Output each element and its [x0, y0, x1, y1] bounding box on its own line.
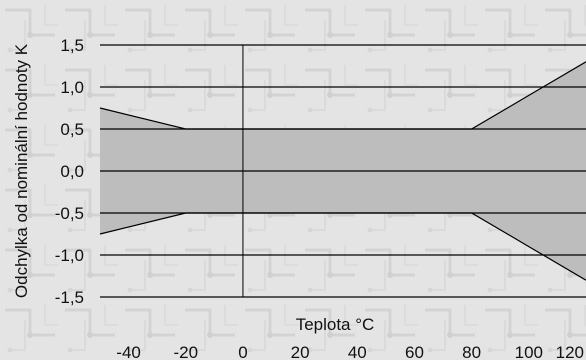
y-tick-label: 0,5: [60, 120, 84, 139]
y-axis-label: Odchylka od nominální hodnoty K: [12, 43, 31, 298]
x-tick-label: 80: [462, 343, 481, 360]
x-tick-label: 0: [238, 343, 247, 360]
y-tick-label: 1,5: [60, 36, 84, 55]
upper-limit-line: [99, 61, 586, 130]
x-tick-label: 60: [405, 343, 424, 360]
y-tick-label: -1,5: [55, 288, 84, 307]
lower-limit-line: [99, 212, 586, 281]
x-axis-label: Teplota °C: [296, 315, 375, 334]
x-tick-label: 20: [291, 343, 310, 360]
y-tick-label: 1,0: [60, 78, 84, 97]
x-tick-label: -20: [173, 343, 198, 360]
y-tick-label: -1,0: [55, 246, 84, 265]
y-tick-label: 0,0: [60, 162, 84, 181]
y-tick-label: -0,5: [55, 204, 84, 223]
x-tick-label: 100: [515, 343, 543, 360]
x-tick-label: -40: [116, 343, 141, 360]
x-tick-label: 120: [556, 343, 584, 360]
x-tick-label: 40: [348, 343, 367, 360]
